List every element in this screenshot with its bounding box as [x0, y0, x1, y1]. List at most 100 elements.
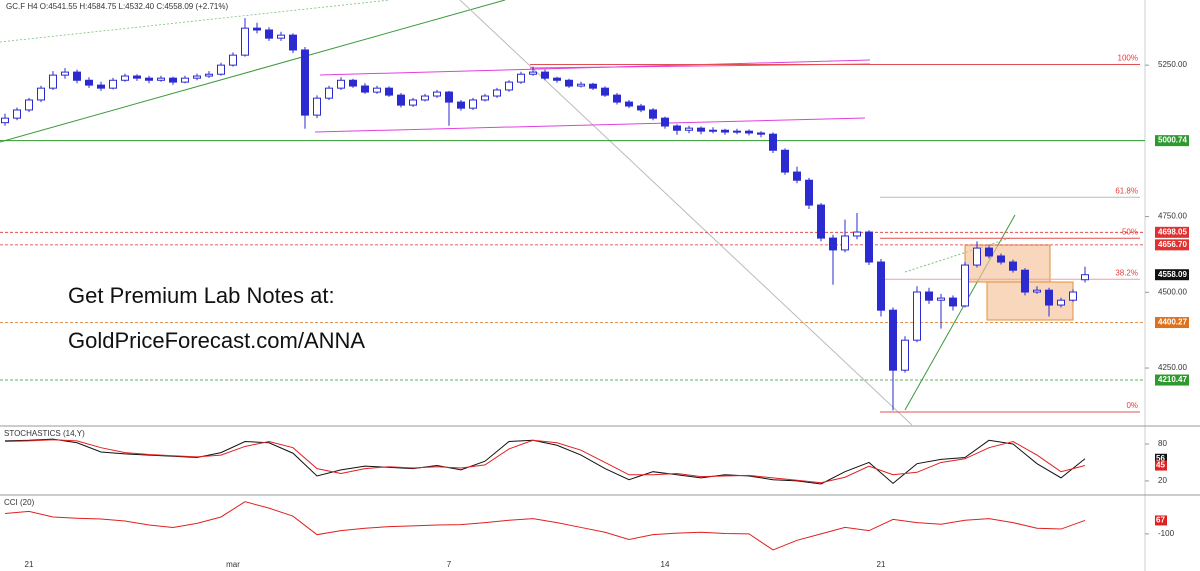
- candle-body: [901, 339, 909, 371]
- last-value-box: [1155, 453, 1167, 464]
- candle-body: [385, 87, 393, 96]
- channel-line: [314, 117, 866, 133]
- level-box: [1155, 239, 1189, 251]
- level-box: [1155, 135, 1189, 147]
- trend-line: [459, 0, 913, 426]
- candle-body: [1, 117, 9, 124]
- candle-body: [109, 79, 117, 89]
- candle-body: [409, 99, 417, 106]
- candle-body: [589, 83, 597, 89]
- candle-body: [361, 85, 369, 93]
- candle-body: [481, 95, 489, 101]
- candle-body: [25, 99, 33, 111]
- fib-label: 100%: [1118, 54, 1138, 63]
- candle-body: [205, 73, 213, 77]
- y-tick-label: 80: [1158, 439, 1167, 448]
- annotation: GoldPriceForecast.com/ANNA: [68, 328, 365, 353]
- candle-body: [421, 95, 429, 101]
- candle-body: [445, 91, 453, 103]
- candle-body: [973, 247, 981, 266]
- y-tick-label: 20: [1158, 476, 1167, 485]
- level-label: 4698.05: [1158, 227, 1187, 236]
- candle-body: [13, 109, 21, 119]
- candle-body: [553, 77, 561, 81]
- candle-body: [277, 34, 285, 39]
- candle-body: [649, 109, 657, 119]
- fib-label: 38.2%: [1115, 268, 1138, 277]
- level-label: 5000.74: [1158, 136, 1187, 145]
- candle-body: [1009, 261, 1017, 271]
- candle-body: [541, 71, 549, 79]
- level-label: 4210.47: [1158, 375, 1187, 384]
- x-tick-label: 21: [877, 560, 886, 569]
- last-value-label: 45: [1156, 461, 1165, 470]
- last-value-label: 67: [1156, 516, 1165, 525]
- candle-body: [721, 129, 729, 133]
- candle-body: [829, 237, 837, 251]
- candle-body: [1021, 269, 1029, 293]
- level-box: [1155, 317, 1189, 329]
- candle-body: [397, 94, 405, 106]
- candle-body: [1045, 289, 1053, 306]
- candle-body: [745, 130, 753, 134]
- y-tick-label: 4750.00: [1158, 212, 1187, 221]
- candle-body: [529, 71, 537, 75]
- y-tick-label: 4500.00: [1158, 287, 1187, 296]
- candle-body: [37, 87, 45, 101]
- candle-body: [301, 49, 309, 116]
- level-label: 4656.70: [1158, 240, 1187, 249]
- candle-body: [853, 231, 861, 237]
- candle-body: [709, 129, 717, 132]
- candle-body: [1057, 299, 1065, 306]
- candle-body: [505, 81, 513, 91]
- candle-body: [241, 27, 249, 56]
- level-label: 4400.27: [1158, 318, 1187, 327]
- chart-title: GC.F H4 O:4541.55 H:4584.75 L:4532.40 C:…: [6, 2, 228, 11]
- candle-body: [349, 79, 357, 87]
- candle-body: [865, 231, 873, 263]
- candle-body: [781, 149, 789, 173]
- level-box: [1155, 226, 1189, 238]
- candle-body: [889, 309, 897, 371]
- candle-body: [229, 54, 237, 66]
- fib-label: 0%: [1126, 401, 1138, 410]
- candle-body: [61, 71, 69, 76]
- x-tick-label: 7: [447, 560, 452, 569]
- candle-body: [193, 75, 201, 79]
- candle-body: [613, 94, 621, 103]
- candle-body: [961, 264, 969, 307]
- candle-body: [289, 34, 297, 51]
- candle-body: [157, 77, 165, 81]
- candle-body: [625, 101, 633, 107]
- level-label: 4558.09: [1158, 270, 1187, 279]
- candle-body: [73, 71, 81, 81]
- candle-body: [601, 87, 609, 96]
- candle-body: [949, 297, 957, 307]
- candle-body: [817, 204, 825, 239]
- candle-body: [577, 83, 585, 87]
- candle-body: [133, 75, 141, 79]
- x-tick-label: mar: [226, 560, 240, 569]
- candle-body: [925, 291, 933, 301]
- candle-body: [637, 105, 645, 111]
- candle-body: [313, 97, 321, 116]
- candle-body: [1033, 289, 1041, 293]
- candle-body: [373, 87, 381, 93]
- candle-body: [937, 297, 945, 301]
- candle-body: [685, 127, 693, 131]
- indicator-line: [4, 501, 1086, 551]
- candle-body: [1069, 291, 1077, 301]
- y-tick-label: -100: [1158, 529, 1175, 538]
- candle-body: [169, 77, 177, 83]
- candle-body: [733, 130, 741, 133]
- candle-body: [997, 255, 1005, 263]
- candle-body: [121, 75, 129, 81]
- candle-body: [469, 99, 477, 109]
- candle-body: [661, 117, 669, 127]
- candle-body: [85, 79, 93, 86]
- x-tick-label: 14: [661, 560, 670, 569]
- y-tick-label: 4250.00: [1158, 363, 1187, 372]
- trend-line: [0, 0, 391, 43]
- candle-body: [97, 84, 105, 89]
